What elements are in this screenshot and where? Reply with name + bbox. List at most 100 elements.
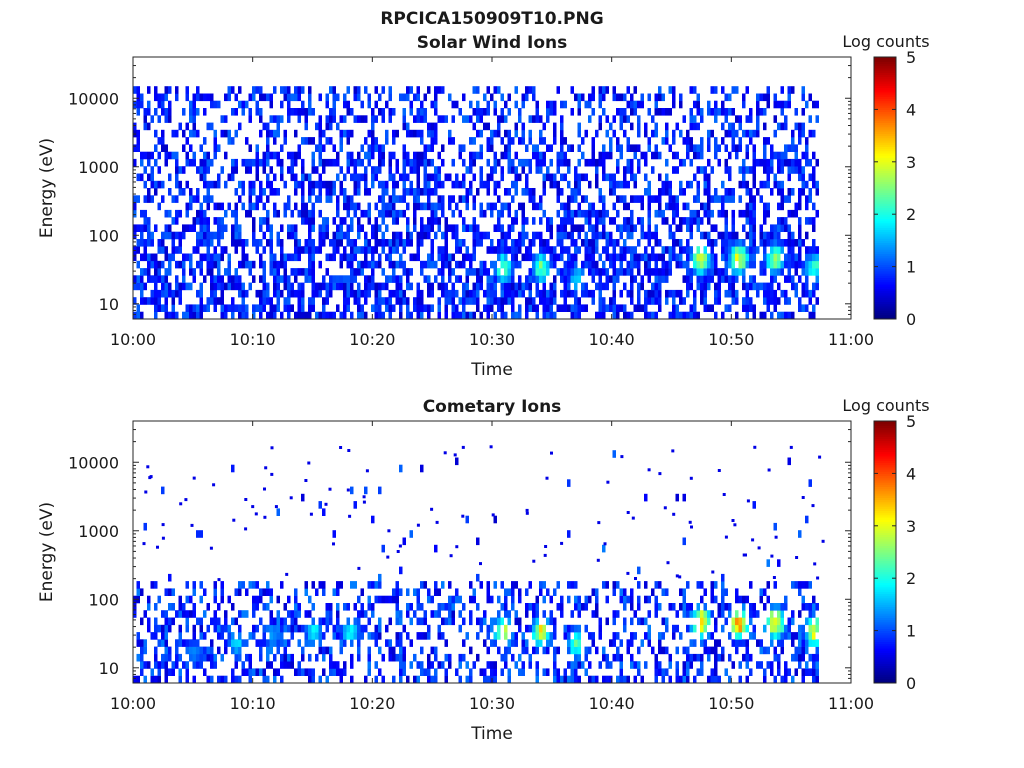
spectrogram-cell [263, 487, 266, 491]
spectrogram-cell [157, 239, 161, 247]
spectrogram-cell [311, 275, 315, 283]
spectrogram-cell [399, 668, 403, 676]
spectrogram-cell [224, 129, 228, 138]
spectrogram-cell [346, 275, 350, 283]
spectrogram-cell [371, 108, 375, 116]
spectrogram-cell [606, 480, 610, 484]
spectrogram-cell [371, 122, 375, 131]
spectrogram-cell [462, 217, 466, 225]
spectrogram-cell [514, 581, 518, 589]
spectrogram-cell [749, 603, 753, 611]
spectrogram-cell [595, 268, 599, 276]
spectrogram-cell [647, 639, 651, 647]
spectrogram-cell [570, 311, 574, 320]
spectrogram-cell [609, 217, 613, 225]
spectrogram-cell [143, 522, 147, 531]
spectrogram-cell [266, 588, 270, 596]
spectrogram-cell [724, 217, 728, 225]
spectrogram-cell [490, 289, 494, 298]
spectrogram-cell [374, 173, 378, 182]
spectrogram-cell [399, 588, 403, 596]
spectrogram-cell [532, 115, 536, 123]
spectrogram-cell [294, 588, 298, 596]
spectrogram-cell [395, 195, 399, 203]
spectrogram-cell [815, 639, 819, 647]
spectrogram-cell [402, 115, 406, 123]
spectrogram-cell [406, 122, 410, 131]
spectrogram-cell [185, 122, 189, 131]
spectrogram-cell [311, 624, 315, 633]
spectrogram-cell [343, 632, 347, 640]
spectrogram-cell [780, 289, 784, 298]
spectrogram-cell [605, 661, 609, 669]
spectrogram-cell [374, 137, 378, 145]
spectrogram-cell [696, 311, 700, 320]
spectrogram-cell [812, 624, 816, 633]
spectrogram-cell [703, 246, 707, 254]
spectrogram-cell [798, 297, 802, 305]
spectrogram-cell [140, 158, 144, 167]
spectrogram-cell [269, 311, 273, 320]
spectrogram-cell [444, 224, 448, 232]
spectrogram-cell [556, 86, 560, 94]
colorbar-swatch [874, 316, 896, 320]
spectrogram-cell [409, 282, 413, 291]
spectrogram-cell [255, 624, 259, 633]
spectrogram-cell [178, 166, 182, 174]
spectrogram-cell [287, 639, 291, 647]
spectrogram-cell [532, 559, 536, 563]
spectrogram-cell [504, 231, 508, 240]
spectrogram-cell [686, 610, 690, 618]
spectrogram-cell [742, 209, 746, 218]
spectrogram-cell [189, 639, 193, 647]
spectrogram-cell [217, 603, 221, 611]
spectrogram-cell [577, 202, 581, 211]
spectrogram-cell [266, 624, 270, 633]
spectrogram-cell [437, 297, 441, 305]
spectrogram-cell [241, 639, 245, 647]
spectrogram-cell [805, 158, 809, 167]
spectrogram-cell [735, 275, 739, 283]
spectrogram-cell [812, 268, 816, 276]
spectrogram-cell [322, 304, 326, 312]
spectrogram-cell [682, 137, 686, 145]
spectrogram-cell [395, 297, 399, 305]
spectrogram-cell [812, 246, 816, 254]
spectrogram-cell [140, 653, 144, 662]
spectrogram-cell [640, 639, 644, 647]
spectrogram-cell [308, 224, 312, 232]
colorbar-swatch [874, 292, 896, 296]
spectrogram-cell [584, 100, 588, 109]
spectrogram-cell [696, 581, 700, 589]
spectrogram-cell [549, 144, 553, 152]
spectrogram-cell [336, 173, 340, 182]
spectrogram-cell [157, 668, 161, 676]
spectrogram-cell [234, 129, 238, 138]
spectrogram-cell [287, 224, 291, 232]
spectrogram-cell [805, 246, 809, 254]
colorbar-swatch [874, 203, 896, 206]
spectrogram-cell [308, 260, 312, 269]
spectrogram-cell [595, 239, 599, 247]
spectrogram-cell [381, 151, 385, 160]
spectrogram-cell [416, 595, 420, 604]
spectrogram-cell [535, 289, 539, 298]
spectrogram-cell [234, 188, 238, 196]
spectrogram-cell [486, 282, 490, 291]
spectrogram-cell [227, 86, 231, 94]
spectrogram-cell [266, 224, 270, 232]
spectrogram-cell [679, 260, 683, 269]
spectrogram-cell [395, 231, 399, 240]
spectrogram-cell [406, 224, 410, 232]
spectrogram-cell [735, 297, 739, 305]
spectrogram-cell [738, 268, 742, 276]
spectrogram-cell [598, 624, 602, 633]
spectrogram-cell [259, 224, 263, 232]
spectrogram-cell [192, 224, 196, 232]
spectrogram-cell [262, 188, 266, 196]
spectrogram-cell [630, 217, 634, 225]
spectrogram-cell [693, 297, 697, 305]
spectrogram-cell [318, 231, 322, 240]
spectrogram-cell [644, 617, 648, 626]
spectrogram-cell [570, 253, 574, 262]
